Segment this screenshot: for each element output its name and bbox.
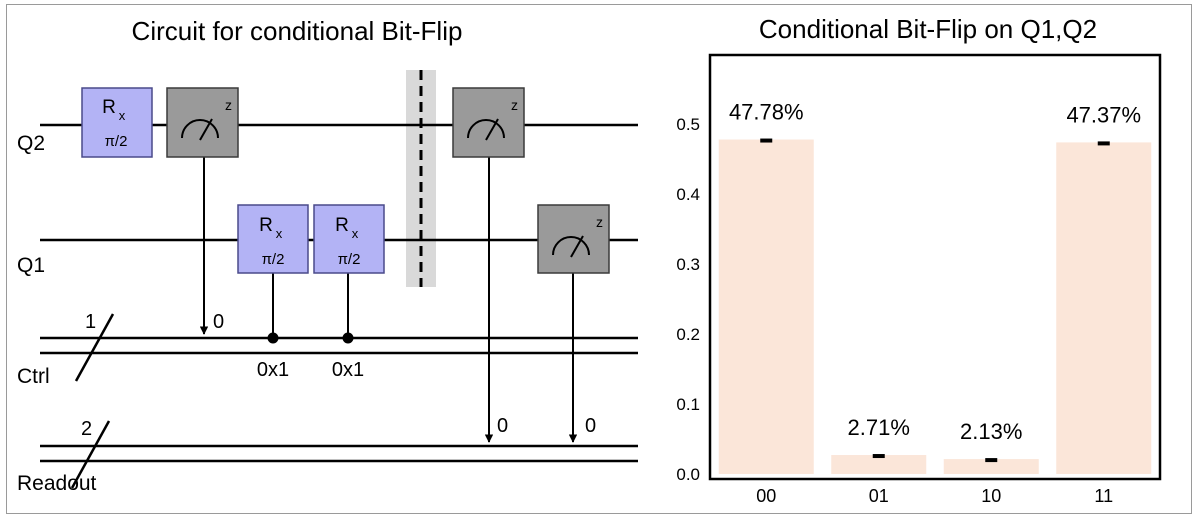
x-tick-label: 10 [981,486,1001,506]
meter-needle-icon [570,235,584,258]
y-tick-label: 0.4 [676,185,700,204]
gate-angle: π/2 [338,251,361,268]
bar-10 [943,459,1039,474]
y-tick-label: 0.2 [676,325,700,344]
condition-dot [267,332,279,344]
bar-01 [831,455,927,474]
measure-basis: z [596,214,603,230]
gate-name: R [102,97,116,118]
measure-gate: z [452,87,525,158]
histogram-chart: Conditional Bit-Flip on Q1,Q2 47.78% 2.71… [676,14,1162,506]
measure-bit-label: 0 [585,415,596,437]
condition-dot [342,332,354,344]
gate-name: R [259,215,273,236]
x-tick-label: 00 [756,486,776,506]
condition-label: 0x1 [332,359,364,381]
rx-gate: R x π/2 [81,87,153,158]
wire-readout [40,420,638,489]
gate-subscript: x [119,108,126,123]
measure-gate: z [166,87,239,158]
data-label: 2.71% [848,415,910,440]
measure-bit-label: 0 [497,415,508,437]
circuit-diagram: Circuit for conditional Bit-Flip Q2 Q1 C… [17,16,638,495]
wire-ctrl [40,313,638,382]
bundle-slash [74,313,115,382]
qubit-label-q2: Q2 [17,132,45,155]
rx-gate: R x π/2 [313,204,385,274]
y-tick-label: 0.3 [676,255,700,274]
meter-needle-icon [485,118,499,141]
measure-gate: z [537,204,610,274]
data-label: 2.13% [960,419,1022,444]
gate-subscript: x [276,226,283,241]
qubit-label-q1: Q1 [17,254,45,277]
data-label: 47.78% [729,100,804,125]
classical-label-ctrl: Ctrl [17,365,50,388]
data-label: 47.37% [1066,102,1141,127]
measure-bit-label: 0 [213,311,224,333]
plot-area [708,53,1162,481]
gate-subscript: x [352,226,359,241]
figure-frame [6,4,1192,514]
chart-title: Conditional Bit-Flip on Q1,Q2 [759,14,1097,44]
rx-gate: R x π/2 [237,204,309,274]
gate-angle: π/2 [262,251,285,268]
meter-arc-icon [552,236,590,256]
ctrl-width: 1 [85,311,96,333]
measure-basis: z [511,97,518,113]
y-tick-label: 0.5 [676,115,700,134]
bar-11 [1056,142,1152,474]
bundle-slash [70,420,111,489]
y-tick-label: 0.0 [676,465,700,484]
condition-label: 0x1 [257,359,289,381]
meter-arc-icon [181,119,219,139]
bar-00 [718,139,814,475]
meter-needle-icon [199,118,213,141]
x-tick-label: 11 [1094,486,1113,506]
y-tick-label: 0.1 [676,395,700,414]
measure-basis: z [225,97,232,113]
readout-width: 2 [81,418,92,440]
meter-arc-icon [467,119,505,139]
x-tick-label: 01 [869,486,889,506]
gate-name: R [335,215,349,236]
circuit-title: Circuit for conditional Bit-Flip [132,16,463,46]
classical-label-readout: Readout [17,472,97,495]
gate-angle: π/2 [105,133,128,150]
